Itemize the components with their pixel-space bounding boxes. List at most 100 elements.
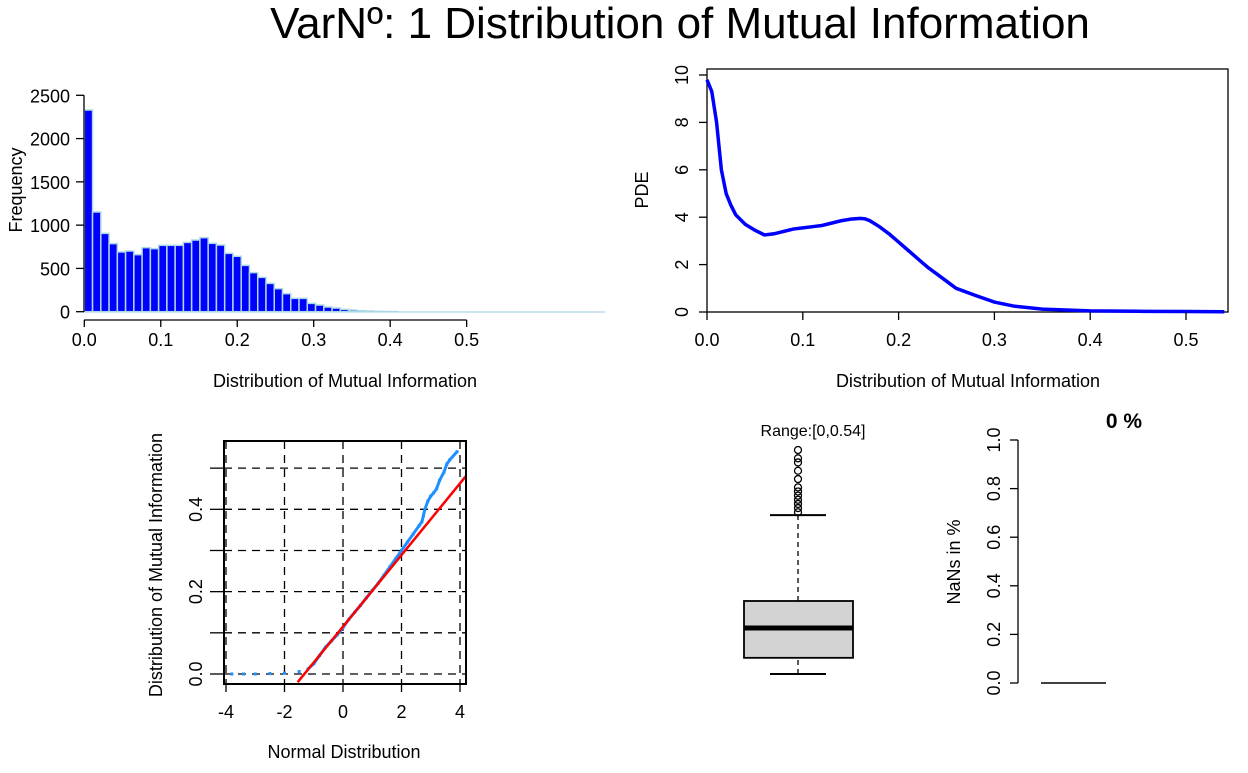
boxplot-outlier — [795, 447, 802, 454]
histogram-bar — [233, 256, 241, 311]
pde-x-tick-label: 0.1 — [790, 330, 815, 350]
qq-point-run — [423, 509, 424, 515]
qq-y-label: Distribution of Mutual Information — [146, 433, 166, 697]
nan-y-label: NaNs in % — [944, 519, 964, 604]
histogram-bar — [324, 307, 332, 312]
histogram-bar — [192, 240, 200, 312]
histogram-x-tick-label: 0.5 — [454, 330, 479, 350]
qq-point-run — [450, 452, 457, 460]
qq-plot-frame — [224, 441, 466, 684]
qq-point-run — [447, 460, 450, 464]
histogram-x-label: Distribution of Mutual Information — [213, 371, 477, 391]
figure-title: VarNº: 1 Distribution of Mutual Informat… — [270, 0, 1090, 48]
histogram-bar — [200, 238, 208, 312]
qq-point-run — [428, 496, 431, 501]
qq-point-run — [422, 515, 423, 521]
histogram-bar — [175, 245, 183, 311]
histogram-y-tick-label: 0 — [60, 303, 70, 323]
histogram-y-tick-label: 2000 — [30, 130, 70, 150]
histogram-bar — [126, 251, 134, 312]
qq-point — [230, 673, 233, 676]
pde-y-tick-label: 2 — [672, 260, 692, 270]
qq-x-tick-label: 4 — [455, 702, 465, 722]
pde-curve — [707, 80, 1224, 312]
histogram-x-tick-label: 0.2 — [225, 330, 250, 350]
histogram-x-tick-label: 0.1 — [148, 330, 173, 350]
histogram-bar — [258, 277, 266, 311]
histogram-y-tick-label: 1500 — [30, 173, 70, 193]
qq-point-run — [434, 489, 437, 493]
histogram-x-tick-label: 0.3 — [301, 330, 326, 350]
nan-y-tick-label: 0.2 — [984, 622, 1004, 647]
qq-reference-line — [298, 476, 466, 682]
boxplot-outlier — [795, 476, 802, 483]
boxplot-range-label: Range:[0,0.54] — [761, 423, 866, 440]
histogram-x-tick-label: 0.0 — [72, 330, 97, 350]
pde-y-label: PDE — [632, 171, 652, 208]
nan-percent-label: 0 % — [1106, 410, 1143, 433]
histogram-bar — [299, 298, 307, 311]
histogram-bar — [208, 243, 216, 311]
pde-x-tick-label: 0.2 — [886, 330, 911, 350]
pde-y-tick-label: 10 — [672, 65, 692, 85]
qq-x-tick-label: 2 — [396, 702, 406, 722]
pde-y-tick-label: 6 — [672, 165, 692, 175]
histogram-bar — [266, 283, 274, 311]
histogram-bar — [307, 303, 315, 311]
nan-y-tick-label: 0.4 — [984, 573, 1004, 598]
qq-y-tick-label: 0.4 — [186, 497, 206, 522]
histogram-bar — [291, 298, 299, 311]
nan-y-tick-label: 0.6 — [984, 525, 1004, 550]
histogram-bar — [241, 265, 249, 311]
histogram-bar — [117, 252, 125, 312]
qq-point-run — [437, 481, 440, 489]
nan-y-tick-label: 1.0 — [984, 427, 1004, 452]
pde-y-tick-label: 0 — [672, 307, 692, 317]
histogram-bar — [183, 242, 191, 311]
histogram-y-tick-label: 1000 — [30, 216, 70, 236]
qq-y-tick-label: 0.0 — [186, 661, 206, 686]
qq-point-run — [419, 522, 422, 526]
pde-y-tick-label: 4 — [672, 212, 692, 222]
histogram-bar — [142, 248, 150, 312]
qq-point-run — [431, 493, 434, 496]
qq-point — [254, 673, 257, 676]
histogram-x-tick-label: 0.4 — [378, 330, 403, 350]
pde-x-tick-label: 0.3 — [982, 330, 1007, 350]
pde-x-tick-label: 0.4 — [1078, 330, 1103, 350]
histogram-bar — [332, 308, 340, 312]
histogram-bar — [93, 212, 101, 312]
qq-point-run — [425, 501, 428, 509]
qq-point-run — [444, 464, 447, 472]
pde-x-label: Distribution of Mutual Information — [836, 371, 1100, 391]
histogram-bar — [249, 273, 257, 312]
nan-y-tick-label: 0.0 — [984, 670, 1004, 695]
pde-y-tick-label: 8 — [672, 117, 692, 127]
pde-plot-frame — [707, 69, 1228, 312]
histogram-y-label: Frequency — [6, 147, 26, 232]
histogram-bar — [84, 110, 92, 312]
histogram-bar — [150, 249, 158, 312]
histogram-bar — [101, 233, 109, 311]
histogram-bar — [283, 294, 291, 312]
qq-point — [298, 670, 301, 673]
qq-point — [283, 672, 286, 675]
qq-x-tick-label: -4 — [218, 702, 234, 722]
qq-x-tick-label: 0 — [338, 702, 348, 722]
qq-point — [268, 672, 271, 675]
histogram-bar — [109, 244, 117, 312]
histogram-bar — [167, 245, 175, 311]
histogram-bar — [340, 309, 348, 311]
histogram-bar — [274, 289, 282, 312]
pde-x-tick-label: 0.5 — [1173, 330, 1198, 350]
qq-y-tick-label: 0.2 — [186, 579, 206, 604]
histogram-bar — [216, 245, 224, 312]
nan-y-tick-label: 0.8 — [984, 476, 1004, 501]
qq-point-run — [440, 472, 444, 480]
histogram-bar — [134, 255, 142, 312]
histogram-bar — [316, 305, 324, 312]
qq-point — [242, 673, 245, 676]
pde-x-tick-label: 0.0 — [694, 330, 719, 350]
histogram-bar — [225, 253, 233, 311]
